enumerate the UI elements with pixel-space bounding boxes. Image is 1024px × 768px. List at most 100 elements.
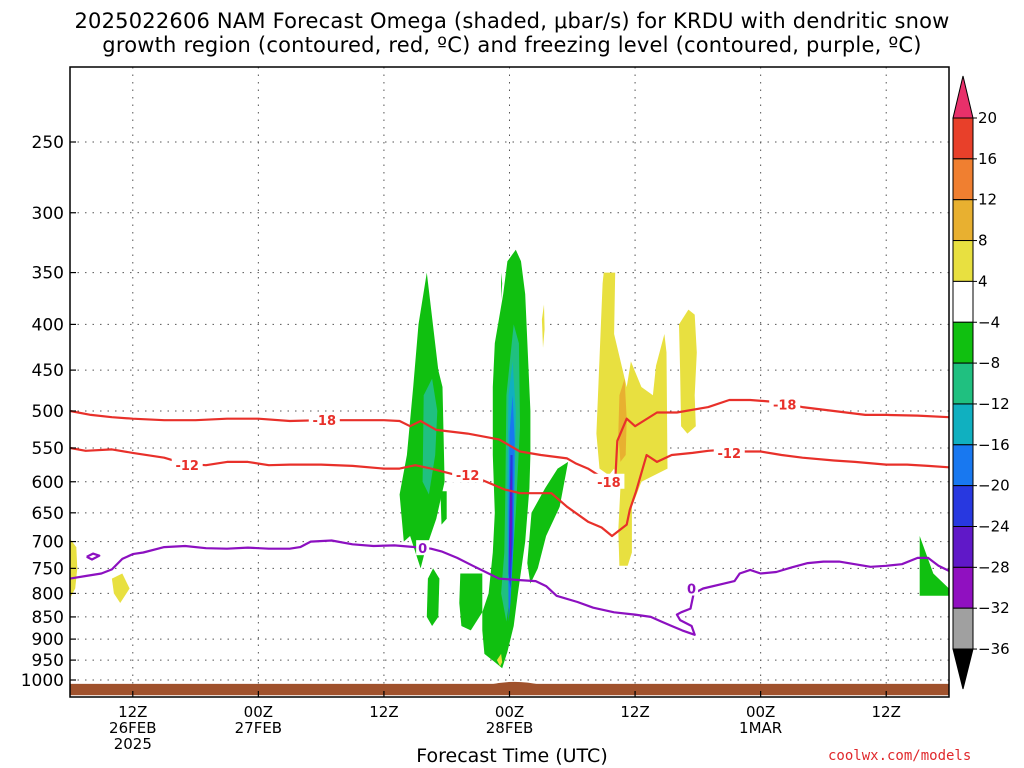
isotherm-line [70, 539, 949, 636]
colorbar: 20 16 12 8 4 −4 −8 −12 −16 −20 −24 −28 −32 −36 [952, 75, 1010, 690]
colorbar-label: −24 [978, 518, 1010, 536]
colorbar-segment [952, 117, 974, 160]
y-tick-label: 250 [32, 133, 64, 153]
colorbar-top-arrow [952, 75, 974, 119]
colorbar-label: −16 [978, 436, 1010, 454]
contour-label: -12 [175, 459, 199, 474]
y-tick-label: 650 [32, 504, 64, 524]
colorbar-segment [952, 566, 974, 609]
omega-region-8 [618, 378, 627, 462]
omega-region-4 [596, 272, 668, 566]
x-axis-title: Forecast Time (UTC) [416, 745, 608, 767]
chart-title-line-1: 2025022606 NAM Forecast Omega (shaded, μ… [74, 9, 950, 33]
colorbar-label: −20 [978, 477, 1010, 495]
terrain-fill [70, 683, 949, 696]
omega-region--8 [501, 272, 503, 300]
contour-label-bg [308, 412, 340, 428]
omega-shading [70, 249, 949, 669]
contour-label: -12 [718, 447, 742, 462]
isotherm-line [86, 552, 101, 561]
omega-region-4 [496, 653, 503, 667]
colorbar-bottom-arrow [952, 648, 974, 690]
colorbar-label: 16 [978, 150, 997, 168]
x-tick-label: 28FEB [486, 719, 533, 737]
colorbar-segment [952, 362, 974, 405]
contour-label-bg [416, 540, 430, 556]
colorbar-label: −12 [978, 395, 1010, 413]
contour-label: -18 [597, 476, 621, 491]
y-tick-label: 500 [32, 402, 64, 422]
x-tick-label: 12Z [872, 703, 901, 721]
contour-label-bg [171, 457, 203, 473]
colorbar-segment [952, 607, 974, 650]
y-tick-label: 750 [32, 559, 64, 579]
contour-label: -18 [773, 399, 797, 414]
colorbar-segment [952, 158, 974, 201]
x-tick-label: 00Z [244, 703, 273, 721]
omega-region--8 [440, 491, 447, 525]
y-tick-label: 800 [32, 584, 64, 604]
x-tick-label: 12Z [118, 703, 147, 721]
y-tick-label: 400 [32, 315, 64, 335]
x-tick-label: 2025 [114, 735, 152, 753]
x-tick-label: 27FEB [235, 719, 282, 737]
y-tick-label: 600 [32, 473, 64, 493]
y-tick-label: 950 [32, 651, 64, 671]
contour-label-bg [685, 580, 699, 596]
contour-labels: -18 -18 -18 -12 -12 -12 0 0 [171, 396, 801, 598]
colorbar-segment [952, 199, 974, 242]
omega-region--8 [919, 536, 949, 596]
colorbar-label: −32 [978, 599, 1010, 617]
y-tick-label: 900 [32, 630, 64, 650]
x-tick-label: 12Z [369, 703, 398, 721]
omega-region--12 [422, 378, 438, 495]
x-tick-label: 1MAR [739, 719, 782, 737]
x-tick-label: 26FEB [109, 719, 156, 737]
y-tick-label: 350 [32, 264, 64, 284]
isotherm-line [70, 398, 949, 483]
contour-label-bg [769, 396, 801, 412]
y-axis-ticks: 2503003504004505005506006507007508008509… [21, 133, 76, 691]
omega-region-4 [679, 309, 697, 434]
colorbar-segment [952, 485, 974, 527]
colorbar-label: −8 [978, 354, 1000, 372]
colorbar-segment [952, 403, 974, 446]
omega-region-4 [111, 573, 130, 603]
contour-label: -12 [456, 469, 480, 484]
contour-label-bg [593, 473, 625, 489]
y-tick-label: 300 [32, 204, 64, 224]
terrain-bump [488, 681, 541, 685]
y-tick-label: 850 [32, 608, 64, 628]
contour-label-bg [713, 444, 745, 460]
colorbar-label: −36 [978, 640, 1010, 658]
contour-label: -18 [313, 414, 337, 429]
omega-region--8 [459, 573, 483, 631]
omega-region--8 [527, 461, 569, 584]
colorbar-label: 12 [978, 191, 997, 209]
contour-label: 0 [687, 583, 696, 598]
y-tick-label: 550 [32, 439, 64, 459]
colorbar-segment [952, 321, 974, 364]
colorbar-label: 8 [978, 232, 988, 250]
y-tick-label: 1000 [21, 671, 64, 691]
isotherm-line [70, 446, 949, 538]
contour-label: 0 [418, 542, 427, 557]
omega-region-4 [541, 304, 545, 348]
site-credit: coolwx.com/models [828, 748, 972, 764]
colorbar-label: 4 [978, 272, 988, 290]
y-tick-label: 450 [32, 361, 64, 381]
terrain-band [70, 681, 949, 696]
contour-label-bg [452, 467, 484, 483]
colorbar-label: 20 [978, 109, 997, 127]
chart-title-line-2: growth region (contoured, red, ºC) and f… [102, 33, 922, 57]
isotherm-contours [70, 398, 949, 636]
colorbar-segment [952, 526, 974, 568]
x-tick-label: 00Z [495, 703, 524, 721]
y-tick-label: 700 [32, 533, 64, 553]
colorbar-segment [952, 280, 974, 323]
colorbar-label: −28 [978, 558, 1010, 576]
colorbar-label: −4 [978, 313, 1000, 331]
omega-region--8 [399, 272, 445, 569]
